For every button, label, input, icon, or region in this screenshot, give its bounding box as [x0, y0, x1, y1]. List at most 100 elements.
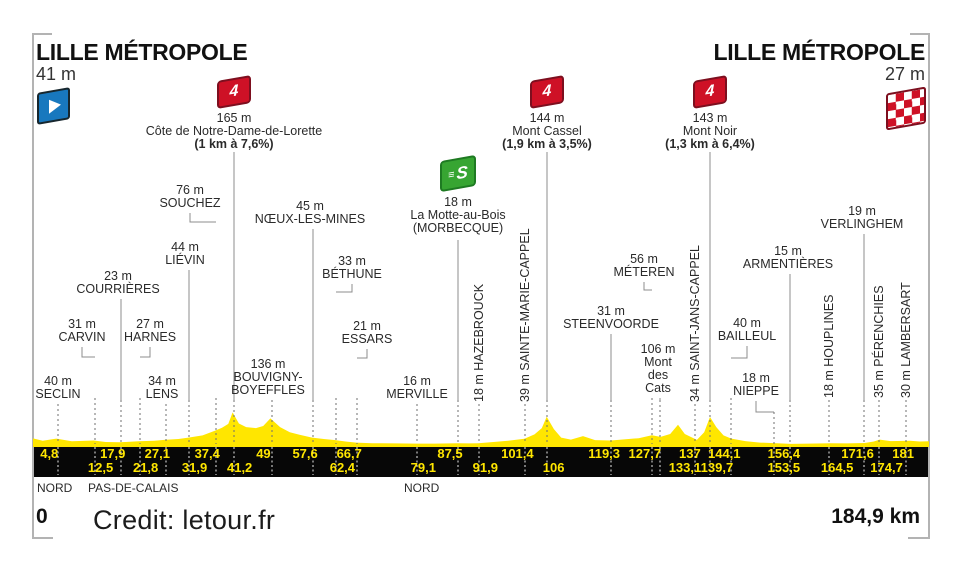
vertical-town-label: 18 m HOUPLINES — [822, 294, 836, 398]
finish-city-elevation: 27 m — [884, 64, 925, 84]
start-km-label: 0 — [36, 505, 48, 528]
km-marker: 57,6 — [292, 446, 318, 461]
start-flag-triangle — [49, 97, 61, 114]
km-marker: 27,1 — [144, 446, 170, 461]
town-label-line: ESSARS — [341, 332, 393, 346]
town-label: 21 m ESSARS — [342, 320, 393, 346]
km-marker: 139,7 — [700, 460, 734, 475]
start-city-elevation: 41 m — [36, 64, 77, 84]
km-marker: 171,6 — [841, 446, 874, 461]
marker-elbow-line — [189, 213, 216, 223]
distance-bar — [33, 444, 929, 477]
sprint-letter: S — [456, 161, 468, 183]
town-label-line: SOUCHEZ — [159, 196, 221, 210]
km-marker: 127,7 — [628, 446, 662, 461]
town-label-line: 76 m — [176, 183, 204, 197]
town-label-line: 27 m — [136, 317, 164, 331]
credit-text: Credit: letour.fr — [93, 505, 276, 535]
town-label-line: des — [647, 368, 669, 382]
km-marker: 87,5 — [437, 446, 463, 461]
km-marker: 174,7 — [870, 460, 903, 475]
town-label-line: 23 m — [104, 269, 132, 283]
km-marker: 153,5 — [767, 460, 801, 475]
km-marker: 37,4 — [194, 446, 220, 461]
vertical-town-label: 30 m LAMBERSART — [899, 282, 913, 398]
town-label-line: BOYEFFLES — [231, 383, 305, 397]
town-label: 136 m BOUVIGNY- BOYEFFLES — [231, 358, 305, 397]
town-label: 31 m STEENVOORDE — [563, 305, 659, 331]
marker-elbow-line — [357, 349, 368, 359]
town-label-line: 136 m — [250, 357, 286, 371]
climb-detail: (1,3 km à 6,4%) — [665, 137, 755, 151]
town-label-line: SECLIN — [35, 387, 81, 401]
town-label-line: 106 m — [640, 342, 676, 356]
km-marker: 181 — [892, 446, 914, 461]
marker-elbow-line — [336, 284, 353, 293]
total-distance-label: 184,9 km — [831, 505, 920, 528]
town-label: 23 m COURRIÈRES — [76, 270, 159, 296]
town-label-line: 40 m — [44, 374, 72, 388]
town-label-line: CARVIN — [58, 330, 106, 344]
department-label: PAS-DE-CALAIS — [88, 481, 179, 495]
climb-label: 143 m Mont Noir (1,3 km à 6,4%) — [665, 112, 755, 151]
climb-elevation: 143 m — [692, 111, 728, 125]
sprint-label: 18 m La Motte-au-Bois (MORBECQUE) — [410, 196, 505, 235]
finish-city-block: LILLE MÉTROPOLE 27 m — [714, 40, 926, 84]
town-label: 27 m HARNES — [124, 318, 176, 344]
town-label-line: 19 m — [848, 204, 876, 218]
vertical-town-label: 35 m PÉRENCHIES — [872, 285, 886, 398]
town-label-line: Cats — [645, 381, 671, 395]
climb-elevation: 144 m — [529, 111, 565, 125]
km-marker: 41,2 — [226, 460, 253, 475]
marker-elbow-line — [755, 401, 774, 413]
climb-detail: (1 km à 7,6%) — [194, 137, 274, 151]
km-marker: 119,3 — [588, 446, 621, 461]
town-label: 18 m NIEPPE — [733, 372, 779, 398]
town-label-line: MÉTEREN — [613, 265, 675, 279]
town-label-line: 40 m — [733, 316, 761, 330]
department-label: NORD — [404, 481, 440, 495]
town-label: 44 m LIÉVIN — [165, 241, 205, 267]
town-label: 45 m NŒUX-LES-MINES — [255, 200, 365, 226]
climb-detail: (1,9 km à 3,5%) — [502, 137, 592, 151]
km-marker: 91,9 — [472, 460, 498, 475]
town-label-line: VERLINGHEM — [820, 217, 904, 231]
km-marker: 79,1 — [410, 460, 436, 475]
town-label-line: MERVILLE — [386, 387, 448, 401]
start-city-name: LILLE MÉTROPOLE — [36, 39, 248, 65]
town-label-line: BOUVIGNY- — [233, 370, 303, 384]
sprint-name: La Motte-au-Bois — [410, 208, 506, 222]
km-marker: 156,4 — [767, 446, 801, 461]
town-label: 33 m BÉTHUNE — [322, 255, 382, 281]
climb-name: Côte de Notre-Dame-de-Lorette — [145, 124, 323, 138]
town-label-line: COURRIÈRES — [76, 282, 160, 296]
marker-elbow-line — [81, 347, 95, 358]
km-marker: 133,1 — [668, 460, 702, 475]
town-label-line: 34 m — [148, 374, 176, 388]
town-label-line: NŒUX-LES-MINES — [254, 212, 366, 226]
km-marker: 49 — [256, 446, 271, 461]
town-label: 16 m MERVILLE — [386, 375, 448, 401]
town-label: 106 m Mont des Cats — [641, 343, 676, 395]
sprint-speed-lines: ≡ — [448, 168, 455, 182]
town-label: 19 m VERLINGHEM — [821, 205, 904, 231]
km-marker: 4,8 — [40, 446, 59, 461]
town-label-line: 44 m — [171, 240, 199, 254]
climb-name: Mont Noir — [682, 124, 738, 138]
category-4-climb-icon: 4 — [693, 75, 727, 109]
sprint-icon: ≡ S — [440, 154, 476, 193]
start-city-block: LILLE MÉTROPOLE 41 m — [36, 39, 248, 84]
town-label-line: 56 m — [630, 252, 658, 266]
category-4-climb-icon: 4 — [530, 75, 564, 109]
climb-elevation: 165 m — [216, 111, 252, 125]
km-marker: 137 — [679, 446, 701, 461]
km-marker: 62,4 — [329, 460, 356, 475]
town-label-line: ARMENTIÈRES — [742, 257, 834, 271]
climb-label: 144 m Mont Cassel (1,9 km à 3,5%) — [502, 112, 592, 151]
vertical-town-label: 34 m SAINT-JANS-CAPPEL — [688, 245, 702, 402]
marker-elbow-line — [643, 282, 652, 291]
km-marker: 17,9 — [100, 446, 126, 461]
town-label-line: HARNES — [123, 330, 177, 344]
